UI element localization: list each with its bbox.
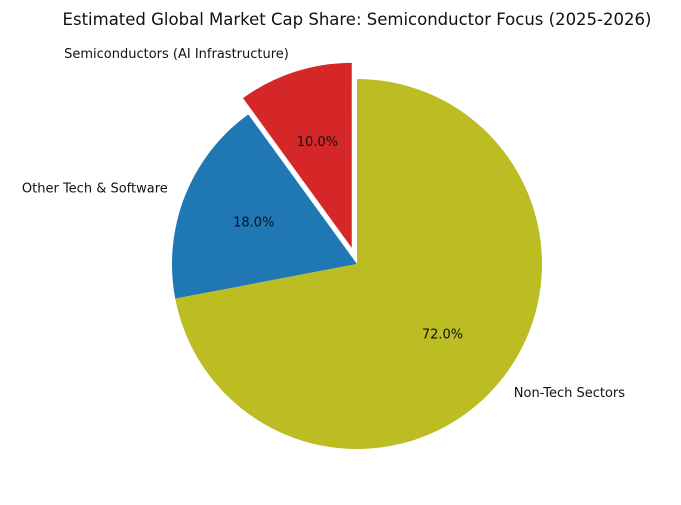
slice-label-other-tech-software: Other Tech & Software xyxy=(22,182,168,197)
pct-label-semiconductors-ai-infrastructure: 10.0% xyxy=(297,135,338,150)
pie-labels: Semiconductors (AI Infrastructure) 10.0% O… xyxy=(22,47,625,401)
pct-label-other-tech-software: 18.0% xyxy=(233,216,274,231)
slice-label-semiconductors-ai-infrastructure: Semiconductors (AI Infrastructure) xyxy=(64,47,289,62)
chart-title: Estimated Global Market Cap Share: Semic… xyxy=(63,10,652,29)
slice-label-non-tech-sectors: Non-Tech Sectors xyxy=(514,386,625,401)
pie-slice-semiconductors-ai-infrastructure xyxy=(243,62,352,248)
pie-slice-non-tech-sectors xyxy=(175,79,542,450)
pie-slices xyxy=(171,62,542,450)
pie-slice-other-tech-software xyxy=(171,114,357,299)
pct-label-non-tech-sectors: 72.0% xyxy=(422,327,463,342)
